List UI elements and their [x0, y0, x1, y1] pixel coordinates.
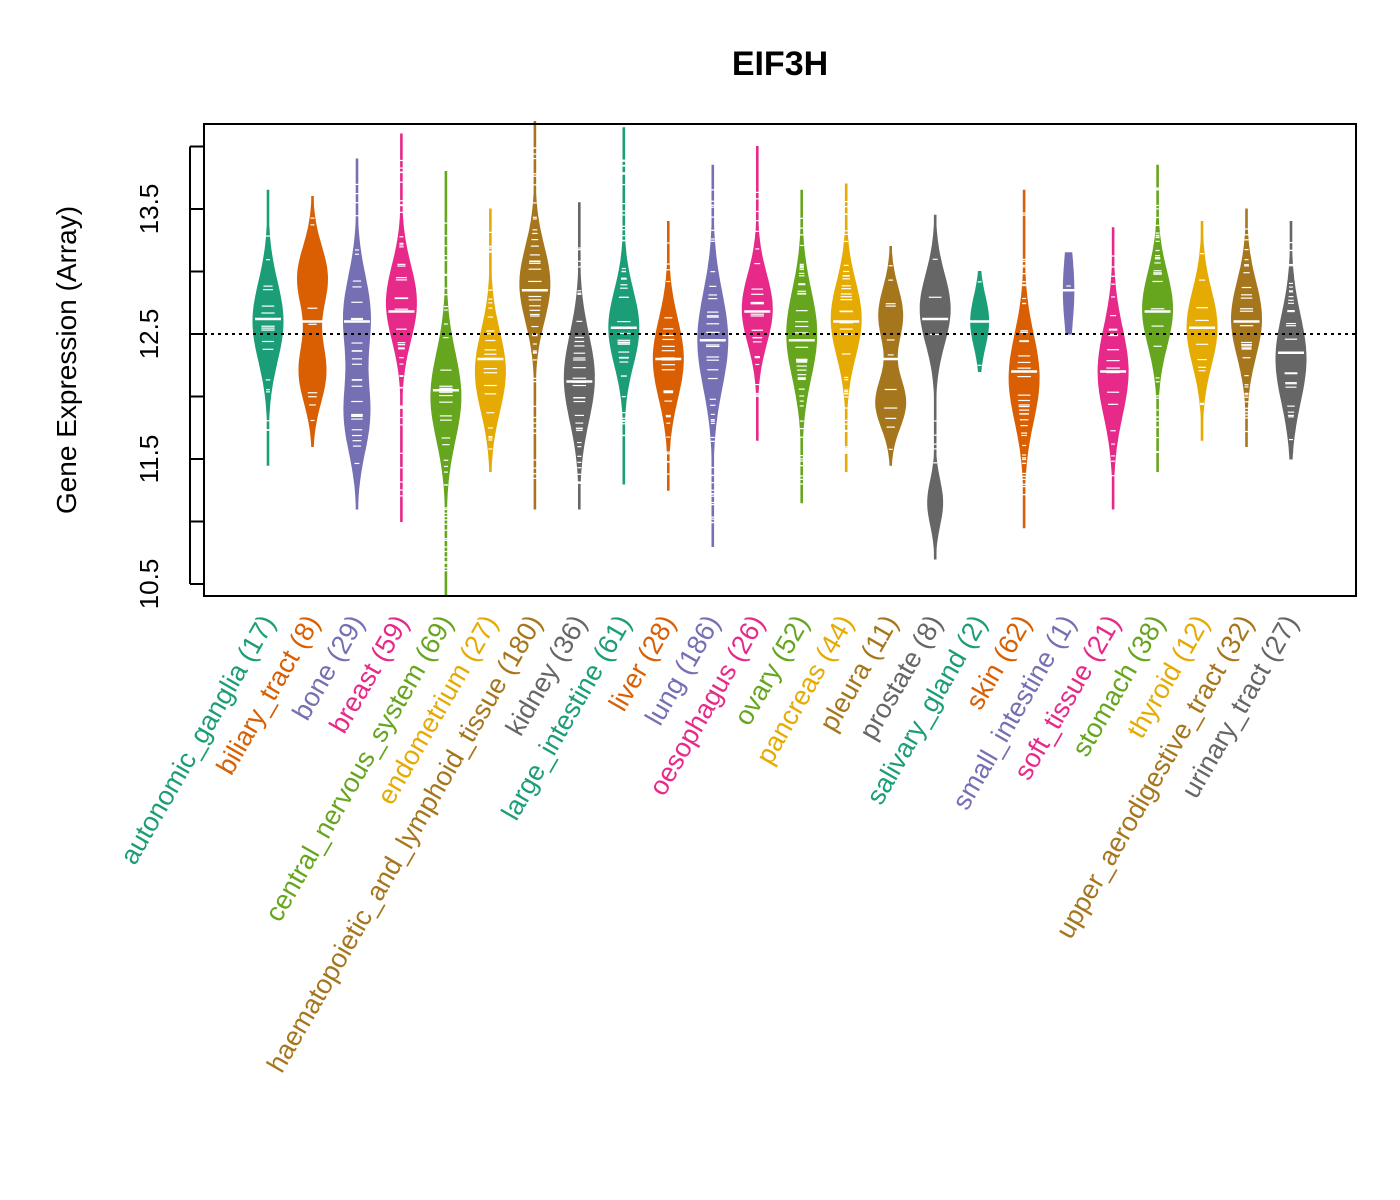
violin-shape [519, 121, 551, 510]
violin-shape [786, 189, 818, 504]
violin-shape [1142, 164, 1174, 472]
violin-autonomic_ganglia [252, 189, 284, 466]
y-tick-label: 13.5 [134, 184, 164, 235]
violin-group [252, 121, 1307, 597]
violin-breast [385, 133, 417, 522]
y-tick-label: 12.5 [134, 309, 164, 360]
violin-shape [830, 183, 862, 472]
plot-frame [203, 123, 1357, 597]
violin-shape [1275, 221, 1307, 460]
violin-central_nervous_system [430, 171, 462, 597]
violin-shape [697, 164, 729, 547]
chart-title: EIF3H [732, 45, 828, 83]
violin-shape [430, 171, 462, 597]
violin-skin [1008, 189, 1040, 529]
violin-soft_tissue [1097, 227, 1129, 510]
violin-shape [919, 214, 951, 560]
violin-stomach [1142, 164, 1174, 472]
violin-urinary_tract [1275, 221, 1307, 460]
violin-biliary_tract [296, 196, 329, 447]
violin-kidney [563, 202, 595, 510]
violin-shape [1231, 208, 1262, 447]
violin-pancreas [830, 183, 862, 472]
violin-large_intestine [608, 127, 640, 485]
violin-thyroid [1186, 221, 1218, 441]
violin-shape [608, 127, 640, 485]
y-tick-label: 10.5 [134, 559, 164, 610]
violin-salivary_gland [966, 271, 993, 372]
violin-shape [1186, 221, 1218, 441]
violin-ovary [786, 189, 818, 504]
violin-shape [343, 158, 372, 510]
violin-lung [697, 164, 729, 547]
violin-endometrium [474, 208, 506, 472]
violin-prostate [919, 214, 951, 560]
violin-shape [1008, 189, 1040, 529]
violin-shape [875, 246, 907, 466]
violin-liver [652, 221, 684, 491]
violin-haematopoietic_and_lymphoid_tissue [519, 121, 551, 510]
violin-pleura [875, 246, 907, 466]
violin-shape [1062, 252, 1075, 335]
violin-bone [343, 158, 372, 510]
violin-shape [652, 221, 684, 491]
y-axis-label: Gene Expression (Array) [51, 206, 82, 514]
violin-shape [563, 202, 595, 510]
violin-shape [741, 146, 773, 441]
x-axis-labels: autonomic_ganglia (17)biliary_tract (8)b… [114, 610, 1304, 1077]
y-axis: 10.5 11.5 12.5 13.5 [134, 145, 204, 610]
y-tick-label: 11.5 [134, 435, 164, 484]
violin-oesophagus [741, 146, 773, 441]
violin-shape [385, 133, 417, 522]
violin-small_intestine [1055, 252, 1082, 335]
violin-upper_aerodigestive_tract [1231, 208, 1262, 447]
